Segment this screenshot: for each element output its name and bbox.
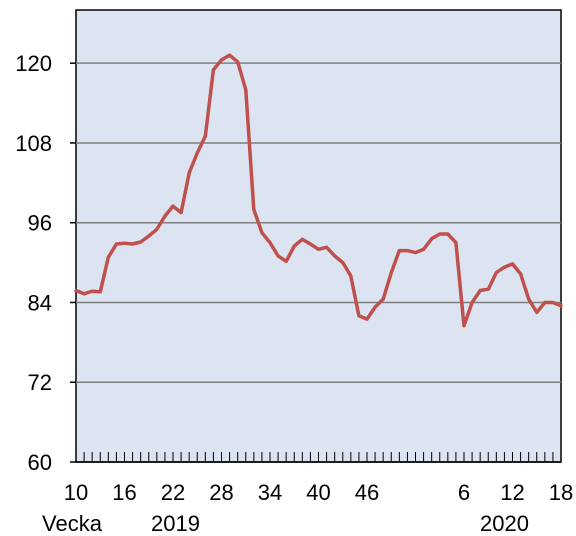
- x-tick-label: 40: [306, 480, 330, 505]
- y-tick-label: 60: [28, 450, 52, 475]
- x-tick-label: 18: [549, 480, 573, 505]
- x-tick-label: 46: [355, 480, 379, 505]
- year-label-2019: 2019: [151, 511, 200, 536]
- x-tick-label: 16: [112, 480, 136, 505]
- plot-area: [75, 9, 562, 463]
- y-tick-label: 108: [15, 131, 52, 156]
- x-axis: 10 16 22 28 34 40 46 6 12 18: [64, 452, 573, 505]
- y-tick-label: 72: [28, 370, 52, 395]
- x-tick-label: 22: [161, 480, 185, 505]
- x-axis-title: Vecka: [42, 511, 103, 536]
- x-tick-label: 6: [458, 480, 470, 505]
- x-tick-label: 34: [258, 480, 282, 505]
- y-tick-label: 84: [28, 290, 52, 315]
- y-tick-label: 96: [28, 211, 52, 236]
- grid-lines: [76, 62, 561, 383]
- y-axis: 60 72 84 96 108 120: [15, 51, 76, 475]
- y-tick-label: 120: [15, 51, 52, 76]
- x-tick-label: 12: [500, 480, 524, 505]
- year-label-2020: 2020: [480, 511, 529, 536]
- series-line: [74, 53, 563, 328]
- x-tick-label: 28: [209, 480, 233, 505]
- x-tick-label: 10: [64, 480, 88, 505]
